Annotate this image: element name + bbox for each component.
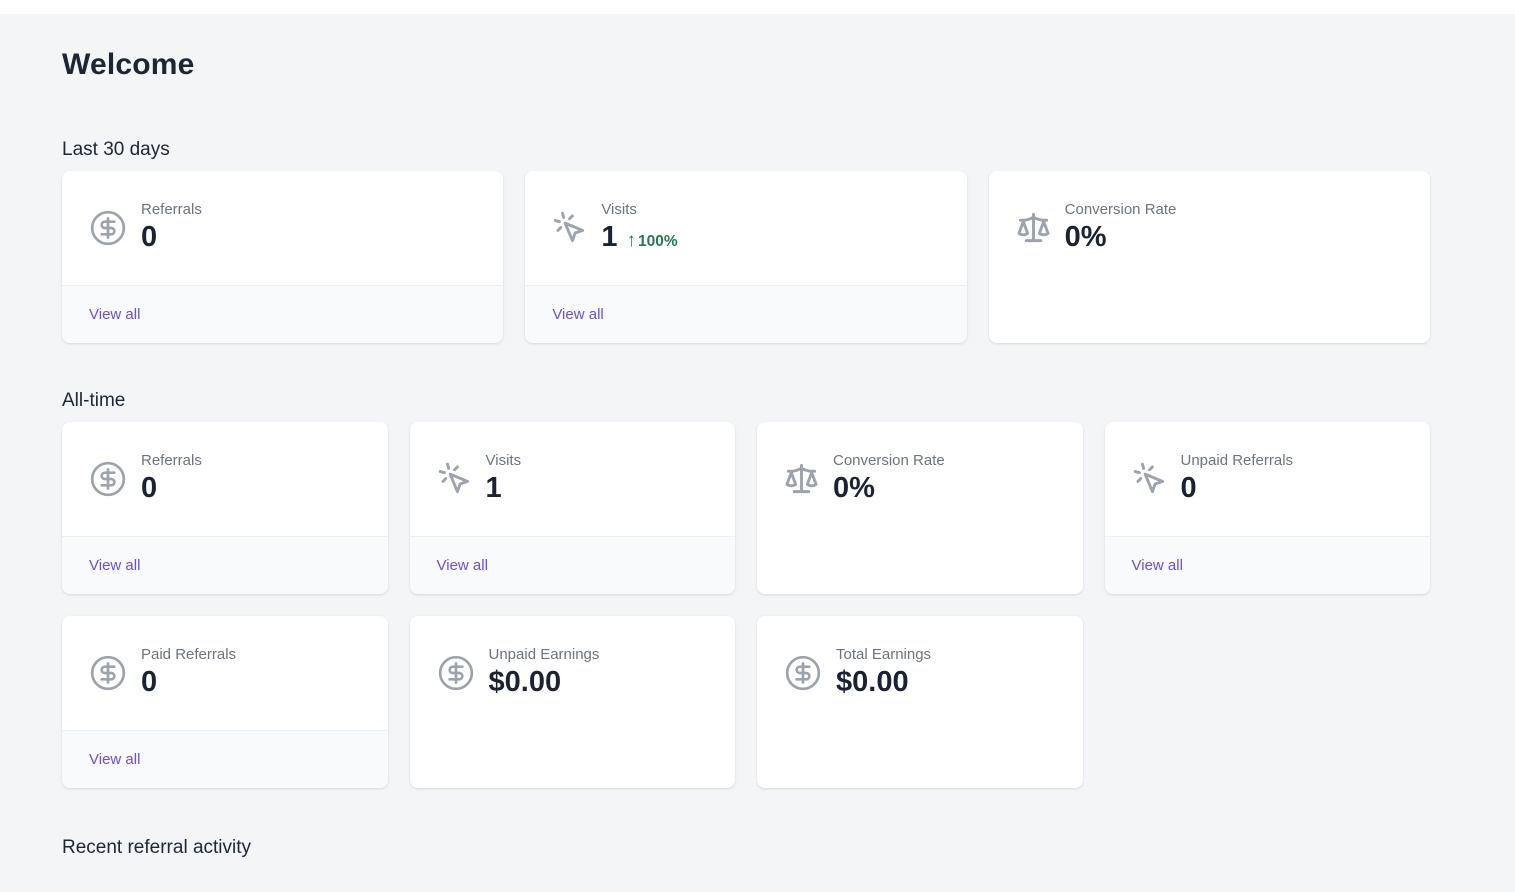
dollar-circle-icon bbox=[89, 654, 127, 692]
view-all-link[interactable]: View all bbox=[89, 557, 141, 574]
stat-card-footer: View all bbox=[62, 285, 504, 343]
stat-card-body: Conversion Rate 0% bbox=[989, 171, 1430, 254]
stat-card-footer: View all bbox=[62, 730, 388, 788]
section-heading-last-30-days: Last 30 days bbox=[62, 139, 170, 160]
last-30-days-grid: Referrals 0 View all Visits bbox=[62, 171, 1430, 343]
view-all-link[interactable]: View all bbox=[89, 306, 141, 323]
stat-card-body: Referrals 0 bbox=[62, 422, 388, 505]
stat-label: Total Earnings bbox=[836, 646, 932, 663]
stat-value: $0.00 bbox=[488, 666, 562, 698]
stat-value: 0% bbox=[1064, 221, 1107, 253]
stat-card-body: Visits 1 bbox=[410, 422, 736, 505]
dollar-circle-icon bbox=[89, 209, 127, 247]
view-all-link[interactable]: View all bbox=[552, 306, 604, 323]
page-title: Welcome bbox=[62, 48, 195, 81]
change-value: 100% bbox=[637, 233, 678, 250]
up-arrow-icon: ↑ bbox=[626, 230, 636, 251]
stat-label: Referrals bbox=[141, 452, 202, 469]
stat-card-referrals-30d: Referrals 0 View all bbox=[62, 171, 504, 343]
dollar-circle-icon bbox=[89, 460, 127, 498]
stat-card-visits-alltime: Visits 1 View all bbox=[409, 422, 736, 594]
stat-card-unpaid-referrals: Unpaid Referrals 0 View all bbox=[1104, 422, 1431, 594]
stat-label: Unpaid Referrals bbox=[1180, 452, 1294, 469]
stat-card-body: Unpaid Earnings $0.00 bbox=[410, 616, 736, 699]
stat-card-footer: View all bbox=[409, 536, 735, 594]
stat-value: 0 bbox=[1180, 472, 1197, 504]
stat-label: Conversion Rate bbox=[1064, 201, 1177, 218]
stat-value: 0 bbox=[141, 221, 158, 253]
stat-card-paid-referrals: Paid Referrals 0 View all bbox=[62, 616, 388, 788]
stat-card-footer: View all bbox=[1104, 536, 1430, 594]
stat-card-body: Referrals 0 bbox=[62, 171, 503, 254]
stat-card-conversion-rate-alltime: Conversion Rate 0% bbox=[757, 422, 1083, 594]
stat-label: Conversion Rate bbox=[833, 452, 945, 469]
section-all-time: All-time Referrals 0 View all bbox=[62, 390, 1430, 788]
stat-card-body: Total Earnings $0.00 bbox=[757, 616, 1083, 699]
cursor-click-icon bbox=[1132, 461, 1167, 496]
all-time-grid: Referrals 0 View all Visits bbox=[62, 422, 1430, 788]
stat-card-body: Paid Referrals 0 bbox=[62, 616, 388, 699]
stat-card-body: Unpaid Referrals 0 bbox=[1105, 422, 1431, 505]
scale-icon bbox=[784, 461, 819, 496]
stat-card-body: Visits 1 ↑ 100% bbox=[525, 171, 966, 254]
stat-card-referrals-alltime: Referrals 0 View all bbox=[62, 422, 388, 594]
stat-card-conversion-rate-30d: Conversion Rate 0% bbox=[988, 171, 1430, 343]
stat-label: Visits bbox=[601, 201, 637, 218]
cursor-click-icon bbox=[552, 210, 587, 245]
dollar-circle-icon bbox=[437, 654, 475, 692]
stat-label: Visits bbox=[485, 452, 522, 469]
stat-value: 0% bbox=[833, 472, 875, 504]
stat-label: Unpaid Earnings bbox=[488, 646, 600, 663]
stat-card-visits-30d: Visits 1 ↑ 100% View all bbox=[525, 171, 967, 343]
dashboard-page: Welcome Last 30 days Referrals 0 bbox=[62, 48, 1430, 859]
stat-label: Paid Referrals bbox=[141, 646, 237, 663]
stat-card-body: Conversion Rate 0% bbox=[757, 422, 1083, 505]
stat-value: 0 bbox=[141, 472, 158, 504]
stat-card-unpaid-earnings: Unpaid Earnings $0.00 bbox=[409, 616, 736, 788]
change-indicator: ↑ 100% bbox=[626, 230, 677, 252]
view-all-link[interactable]: View all bbox=[436, 557, 488, 574]
top-strip bbox=[0, 0, 1515, 14]
cursor-click-icon bbox=[437, 461, 472, 496]
stat-value: 1 bbox=[485, 472, 502, 504]
stat-label: Referrals bbox=[141, 201, 202, 218]
stat-value: 0 bbox=[141, 666, 158, 698]
stat-card-footer: View all bbox=[525, 285, 967, 343]
stat-card-footer: View all bbox=[62, 536, 388, 594]
stat-card-total-earnings: Total Earnings $0.00 bbox=[757, 616, 1083, 788]
section-heading-all-time: All-time bbox=[62, 390, 126, 411]
stat-value: 1 bbox=[601, 221, 618, 253]
dollar-circle-icon bbox=[784, 654, 822, 692]
section-last-30-days: Last 30 days Referrals 0 View all bbox=[62, 139, 1430, 343]
stat-value: $0.00 bbox=[836, 666, 909, 698]
view-all-link[interactable]: View all bbox=[89, 751, 141, 768]
section-heading-recent-activity: Recent referral activity bbox=[62, 837, 252, 858]
view-all-link[interactable]: View all bbox=[1131, 557, 1183, 574]
scale-icon bbox=[1016, 210, 1051, 245]
